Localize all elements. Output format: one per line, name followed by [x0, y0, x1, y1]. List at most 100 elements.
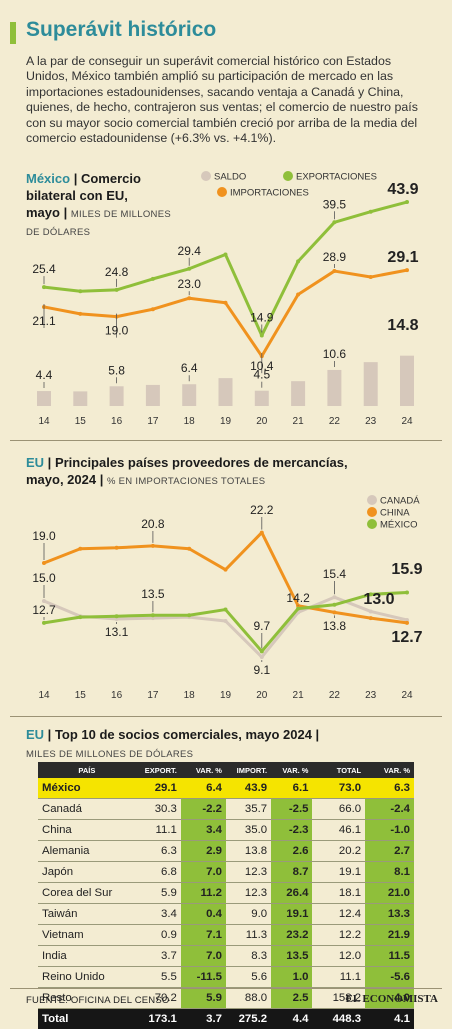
x-tick-10: 24 [401, 416, 413, 427]
cell-5: 46.1 [312, 820, 365, 841]
x2-tick-9: 23 [365, 690, 377, 701]
exp-label-2: 24.8 [105, 265, 129, 279]
saldo-label-0: 4.4 [36, 368, 53, 382]
cell-6: 13.3 [365, 904, 414, 925]
divider-3 [10, 988, 442, 989]
series-point-0-5 [224, 253, 228, 257]
chi-label-8: 13.8 [323, 619, 347, 633]
mex-label-10: 15.9 [391, 561, 422, 578]
series-line-1 [44, 270, 407, 356]
series2-point-2-5 [224, 608, 228, 612]
cell-3: 88.0 [226, 988, 271, 1009]
cell-0: PAÍS [38, 762, 136, 778]
mex-label-6: 9.7 [253, 619, 270, 633]
x2-tick-8: 22 [329, 690, 341, 701]
cell-1: 29.1 [136, 778, 181, 799]
cell-4: 23.2 [271, 925, 312, 946]
saldo-bar-4 [182, 384, 196, 406]
series2-point-2-2 [115, 614, 119, 618]
cell-6: -1.0 [365, 820, 414, 841]
cell-0: Alemania [38, 841, 136, 862]
series2-point-0-8 [332, 595, 336, 599]
saldo-bar-8 [327, 370, 341, 406]
cell-0: Taiwán [38, 904, 136, 925]
x-tick-1: 15 [75, 416, 87, 427]
x2-tick-5: 19 [220, 690, 232, 701]
series-point-0-6 [260, 333, 264, 337]
legend-swatch-1 [283, 171, 293, 181]
x-tick-2: 16 [111, 416, 123, 427]
series2-point-0-5 [224, 619, 228, 623]
x2-tick-0: 14 [38, 690, 50, 701]
series-point-1-10 [405, 268, 409, 272]
cell-0: Total [38, 1009, 136, 1029]
cell-2: 11.2 [181, 883, 226, 904]
saldo-bar-6 [255, 391, 269, 406]
series-point-0-1 [78, 289, 82, 293]
cell-2: 5.9 [181, 988, 226, 1009]
exp-label-0: 25.4 [32, 262, 56, 276]
series2-point-2-3 [151, 613, 155, 617]
x-tick-5: 19 [220, 416, 232, 427]
cell-4: 13.5 [271, 946, 312, 967]
cell-2: 0.4 [181, 904, 226, 925]
x2-tick-2: 16 [111, 690, 123, 701]
cell-6: -5.6 [365, 967, 414, 988]
cell-1: 5.5 [136, 967, 181, 988]
table-title-accent: EU [26, 727, 44, 742]
cell-4: 6.1 [271, 778, 312, 799]
series2-point-0-6 [260, 655, 264, 659]
saldo-label-4: 6.4 [181, 361, 198, 375]
saldo-bar-10 [400, 356, 414, 406]
cell-5: 73.0 [312, 778, 365, 799]
cell-6: 11.5 [365, 946, 414, 967]
legend2-swatch-2 [367, 519, 377, 529]
cell-5: 11.1 [312, 967, 365, 988]
legend-label-2: IMPORTACIONES [230, 188, 309, 199]
legend2-label-1: CHINA [380, 508, 410, 519]
mex-label-0: 12.7 [32, 603, 56, 617]
cell-6: 21.0 [365, 883, 414, 904]
series2-point-2-0 [42, 621, 46, 625]
saldo-bar-0 [37, 391, 51, 406]
chart2-title-part2: mayo, 2024 [26, 472, 96, 487]
x2-tick-10: 24 [401, 690, 413, 701]
cell-1: 0.9 [136, 925, 181, 946]
cell-4: VAR. % [271, 762, 312, 778]
cell-0: China [38, 820, 136, 841]
cell-3: 8.3 [226, 946, 271, 967]
page-title: Superávit histórico [26, 18, 216, 42]
cell-2: VAR. % [181, 762, 226, 778]
cell-3: 35.0 [226, 820, 271, 841]
legend-label-1: EXPORTACIONES [296, 172, 377, 183]
cell-0: Vietnam [38, 925, 136, 946]
exp-label-4: 29.4 [178, 244, 202, 258]
cell-2: 3.4 [181, 820, 226, 841]
x-tick-4: 18 [184, 416, 196, 427]
x-tick-8: 22 [329, 416, 341, 427]
legend2-swatch-0 [367, 495, 377, 505]
series2-point-1-10 [405, 621, 409, 625]
cell-3: 43.9 [226, 778, 271, 799]
series-point-1-8 [332, 269, 336, 273]
table-unit: MILES DE MILLONES DE DÓLARES [26, 749, 193, 760]
cell-3: IMPORT. [226, 762, 271, 778]
cell-1: 11.1 [136, 820, 181, 841]
exp-label-8: 39.5 [323, 197, 347, 211]
chi-label-3: 20.8 [141, 517, 165, 531]
series2-point-2-8 [332, 603, 336, 607]
cell-6: 6.3 [365, 778, 414, 799]
series-point-0-8 [332, 220, 336, 224]
series2-point-1-9 [369, 616, 373, 620]
legend2-swatch-1 [367, 507, 377, 517]
series-point-0-10 [405, 200, 409, 204]
saldo-bar-1 [73, 391, 87, 406]
series2-point-2-7 [296, 607, 300, 611]
